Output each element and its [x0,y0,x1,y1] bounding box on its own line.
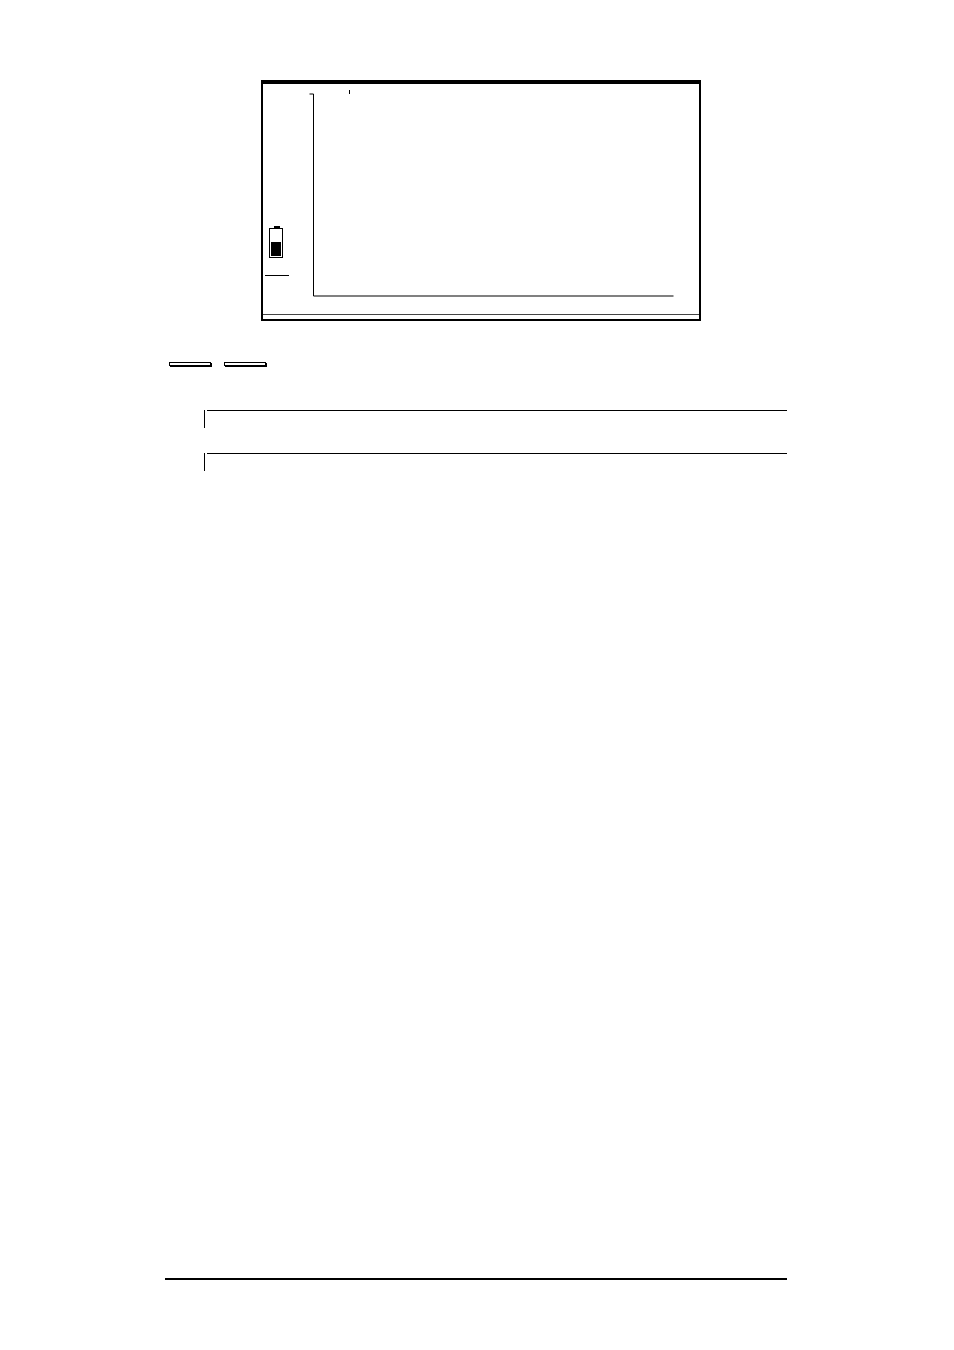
page-footer [165,1278,787,1282]
battery-fill [271,242,281,256]
footer-rule [165,1278,787,1280]
save-button[interactable] [224,362,266,366]
device-screenshot [261,80,701,321]
chart-area [303,84,699,314]
chart-wrap [263,84,699,314]
battery-icon [269,228,283,258]
page-content [165,80,787,460]
y-min-label [263,292,301,314]
paragraph-1 [165,351,787,374]
y-mode-label [263,118,301,132]
y-axis-labels [263,84,303,314]
fkey-bar [263,314,699,319]
y-unit-label [263,104,301,118]
note-block-2 [207,453,787,460]
note-block-1 [207,410,787,417]
chart-svg [303,84,699,314]
zoom-level [265,275,289,276]
y-spacer [263,132,301,292]
other-fkeys-button[interactable] [169,362,211,366]
y-max-label [263,88,301,104]
